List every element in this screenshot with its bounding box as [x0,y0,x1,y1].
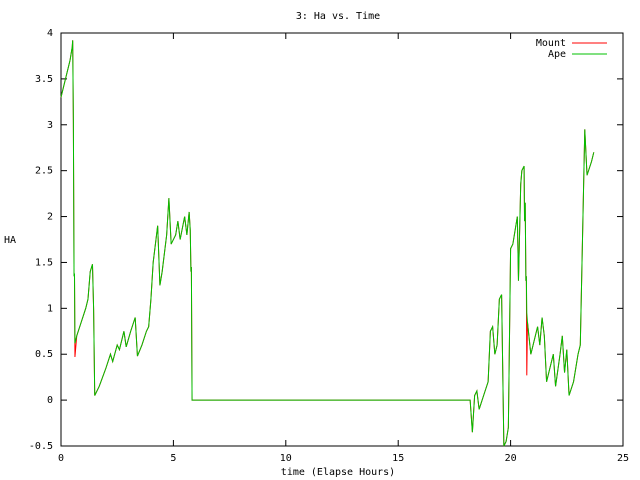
y-tick-label: 0 [47,395,53,406]
series-line [60,40,595,447]
y-tick-label: 3 [47,120,53,131]
x-tick-label: 10 [280,453,292,464]
y-tick-label: 0.5 [35,349,53,360]
y-tick-label: 2.5 [35,166,53,177]
series-line [60,40,595,447]
x-tick-label: 5 [170,453,176,464]
x-tick-label: 25 [617,453,629,464]
legend-label: Ape [548,49,566,60]
y-tick-label: 2 [47,212,53,223]
x-axis-label: time (Elapse Hours) [281,467,395,478]
plot-frame [60,32,624,447]
chart-title: 3: Ha vs. Time [296,11,380,22]
y-tick-label: 4 [47,28,53,39]
x-tick-label: 0 [58,453,64,464]
y-tick-label: 1 [47,303,53,314]
x-tick-label: 20 [505,453,517,464]
y-tick-label: -0.5 [29,441,53,452]
y-axis-label: HA [4,235,16,246]
y-tick-label: 3.5 [35,74,53,85]
legend-label: Mount [536,38,566,49]
y-tick-label: 1.5 [35,257,53,268]
x-tick-label: 15 [392,453,404,464]
